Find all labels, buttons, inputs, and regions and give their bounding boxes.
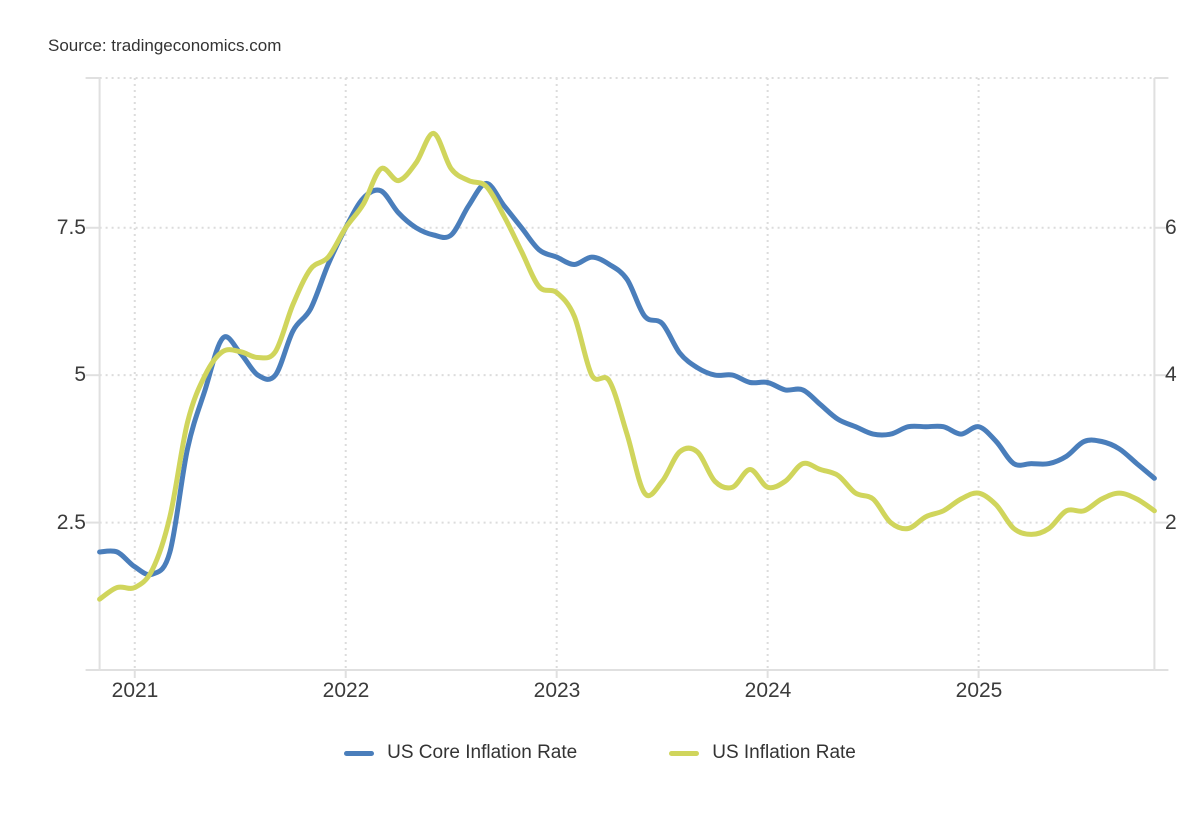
source-label: Source: tradingeconomics.com — [48, 36, 282, 55]
x-axis-tick-2023: 2023 — [533, 679, 581, 702]
x-axis-tick-2021: 2021 — [111, 679, 159, 702]
legend-item-us-inflation-rate[interactable]: US Inflation Rate — [669, 742, 856, 764]
series-line-us-core-inflation-rate — [97, 180, 1157, 578]
legend-label-inflation: US Inflation Rate — [712, 742, 856, 763]
legend-label-core: US Core Inflation Rate — [387, 742, 578, 763]
left-axis-tick-7-5: 7.5 — [56, 216, 86, 239]
left-axis-tick-5: 5 — [74, 363, 86, 386]
right-axis-tick-6: 6 — [1165, 216, 1177, 239]
left-axis-tick-2-5: 2.5 — [56, 511, 86, 534]
legend-item-us-core-inflation-rate[interactable]: US Core Inflation Rate — [344, 742, 577, 764]
x-axis-tick-2024: 2024 — [744, 679, 792, 702]
core-inflation-line-swatch — [344, 750, 375, 756]
series-line-us-inflation-rate — [97, 130, 1157, 602]
x-axis-tick-2022: 2022 — [322, 679, 370, 702]
legend: US Core Inflation Rate US Inflation Rate — [0, 742, 1200, 764]
right-axis-tick-2: 2 — [1165, 511, 1177, 534]
x-axis-tick-2025: 2025 — [955, 679, 1003, 702]
inflation-line-swatch — [669, 750, 700, 756]
right-axis-tick-4: 4 — [1165, 363, 1177, 386]
